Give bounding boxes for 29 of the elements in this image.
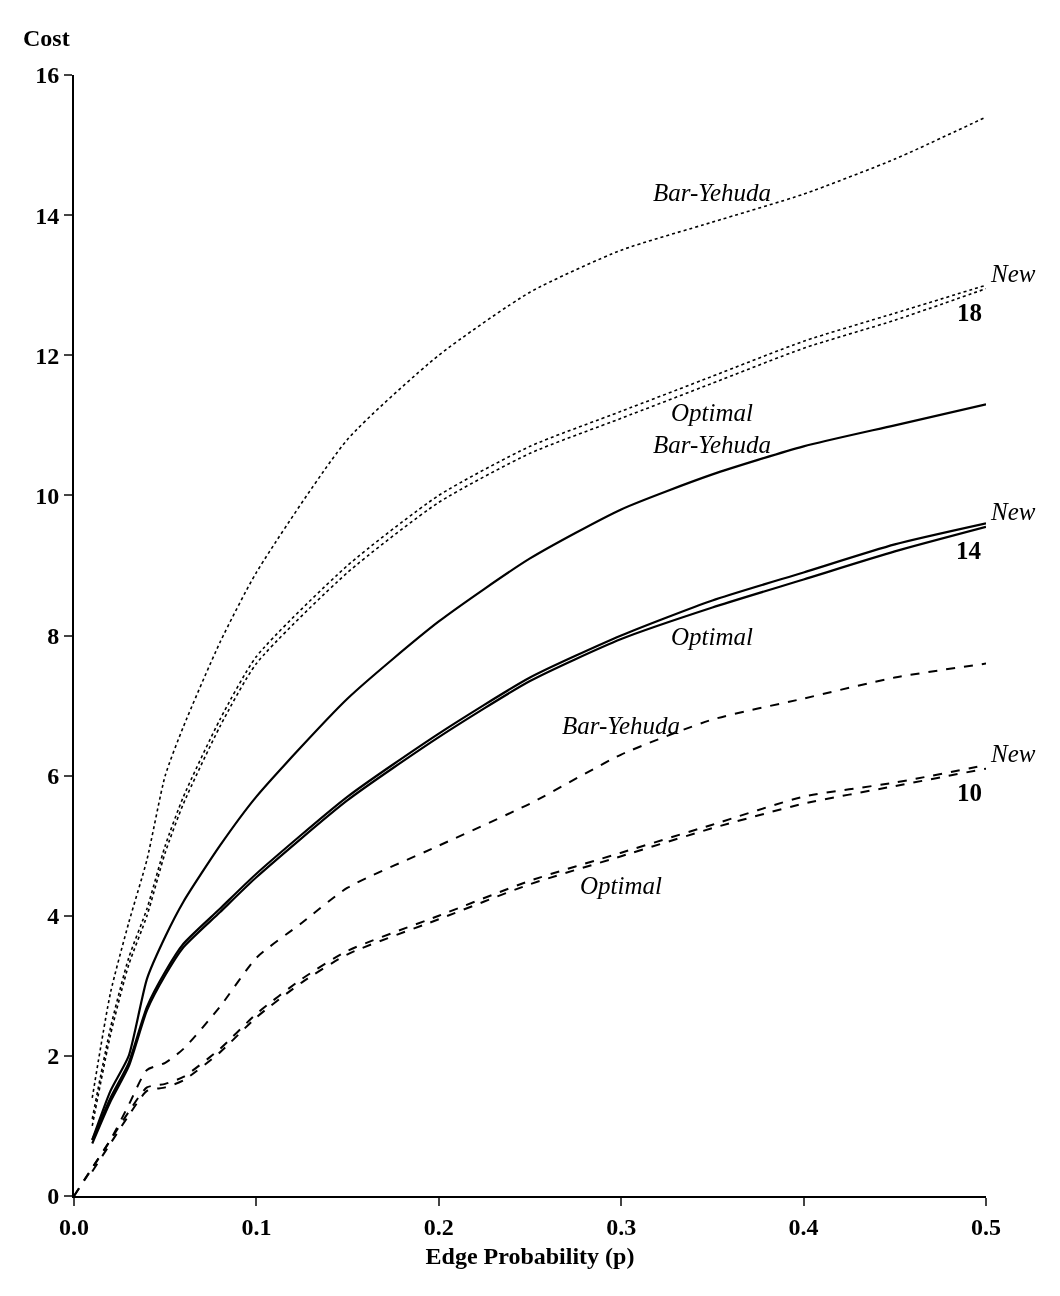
- y-tick-label: 12: [35, 342, 60, 369]
- series-label: Optimal: [671, 623, 753, 650]
- y-tick-label: 8: [47, 622, 60, 649]
- y-tick-label: 2: [47, 1043, 60, 1070]
- x-tick-label: 0.5: [971, 1213, 1001, 1240]
- y-tick-label: 6: [47, 763, 60, 790]
- x-tick-label: 0.0: [59, 1213, 89, 1240]
- annotation: 10: [957, 779, 982, 806]
- series-label: New: [990, 260, 1036, 287]
- x-tick-label: 0.4: [788, 1213, 819, 1240]
- series-label: New: [990, 740, 1036, 767]
- series-label: New: [990, 498, 1036, 525]
- y-tick-label: 10: [35, 482, 60, 509]
- series-label: Optimal: [671, 399, 753, 426]
- series-label: Bar-Yehuda: [653, 431, 772, 458]
- series-label: Optimal: [580, 872, 662, 899]
- annotation: 18: [957, 299, 982, 326]
- x-axis-title: Edge Probability (p): [425, 1242, 635, 1269]
- x-tick-label: 0.1: [241, 1213, 272, 1240]
- y-tick-label: 14: [35, 202, 60, 229]
- x-tick-label: 0.2: [423, 1213, 454, 1240]
- series-label: Bar-Yehuda: [562, 712, 681, 739]
- y-axis-title: Cost: [23, 25, 70, 51]
- x-tick-label: 0.3: [606, 1213, 637, 1240]
- series-label: Bar-Yehuda: [653, 179, 772, 206]
- y-tick-label: 16: [35, 62, 60, 89]
- y-tick-label: 4: [47, 903, 60, 930]
- annotation: 14: [956, 537, 982, 564]
- y-tick-label: 0: [47, 1183, 60, 1210]
